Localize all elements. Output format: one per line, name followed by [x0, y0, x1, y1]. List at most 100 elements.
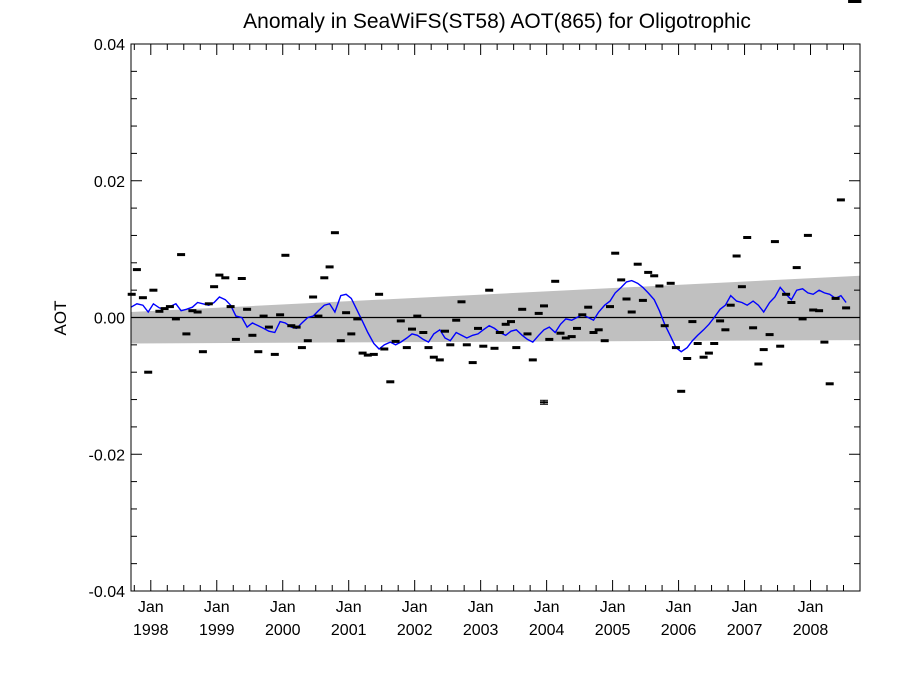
anomaly-marker: [617, 278, 626, 282]
axes-layer: -0.04 -0.02 0.00 0.02 0.04 Jan 1998 Jan 1999 Jan 2…: [89, 37, 861, 639]
chart-title: Anomaly in SeaWiFS(ST58) AOT(865) for Ol…: [243, 10, 751, 33]
anomaly-marker: [270, 352, 279, 356]
anomaly-marker: [677, 389, 686, 393]
anomaly-marker: [138, 296, 147, 300]
anomaly-marker: [479, 344, 488, 348]
anomaly-marker: [149, 288, 158, 292]
anomaly-marker: [704, 351, 713, 355]
y-tick-label: -0.04: [89, 584, 126, 601]
anomaly-marker: [182, 332, 191, 336]
anomaly-marker: [281, 253, 290, 257]
anomaly-marker: [210, 285, 219, 289]
anomaly-marker: [809, 308, 818, 312]
x-tick-label-month: Jan: [666, 599, 692, 616]
anomaly-marker: [309, 295, 318, 299]
y-axis-label: AOT: [51, 301, 70, 336]
anomaly-marker: [435, 358, 444, 362]
smoothed-series-layer: [130, 279, 847, 353]
x-tick-label-year: 2001: [331, 622, 367, 639]
x-tick-label-year: 2008: [793, 622, 829, 639]
anomaly-marker: [248, 333, 257, 337]
anomaly-marker: [144, 370, 153, 374]
anomaly-marker: [749, 326, 758, 330]
anomaly-marker: [507, 320, 515, 324]
anomaly-marker: [528, 358, 537, 362]
anomaly-marker: [759, 348, 768, 352]
anomaly-marker: [369, 352, 378, 356]
anomaly-marker: [330, 231, 339, 235]
x-tick-label-month: Jan: [270, 599, 296, 616]
x-tick-label-month: Jan: [732, 599, 758, 616]
x-tick-label-month: Jan: [138, 599, 164, 616]
anomaly-marker: [606, 305, 614, 309]
anomaly-marker: [710, 342, 719, 345]
x-tick-label-month: Jan: [336, 599, 362, 616]
anomaly-marker: [325, 265, 334, 269]
anomaly-marker: [254, 350, 263, 354]
anomaly-marker: [737, 285, 746, 289]
y-tick-label: 0.02: [94, 174, 125, 191]
anomaly-marker: [276, 313, 285, 317]
confidence-band: [131, 275, 860, 344]
anomaly-marker: [611, 251, 620, 255]
anomaly-marker: [600, 339, 609, 343]
anomaly-marker: [408, 327, 416, 331]
anomaly-marker: [523, 332, 532, 336]
x-tick-label-year: 2004: [529, 622, 565, 639]
anomaly-marker: [743, 236, 752, 239]
anomaly-marker: [787, 301, 796, 304]
anomaly-marker: [666, 281, 675, 285]
anomaly-marker: [650, 274, 659, 278]
anomaly-marker: [815, 309, 824, 313]
anomaly-marker: [490, 346, 499, 350]
x-tick-label-year: 2000: [265, 622, 301, 639]
anomaly-marker: [594, 328, 603, 332]
anomaly-marker: [243, 307, 252, 311]
anomaly-marker: [386, 380, 395, 384]
anomaly-marker: [693, 342, 702, 345]
anomaly-marker: [836, 198, 845, 202]
x-tick-label-year: 2002: [397, 622, 433, 639]
anomaly-marker: [545, 337, 554, 341]
outlier-marker: [539, 401, 548, 404]
anomaly-markers-layer: [127, 0, 862, 405]
anomaly-marker: [380, 347, 389, 351]
anomaly-marker: [842, 306, 851, 310]
anomaly-marker: [518, 307, 527, 311]
x-tick-label-month: Jan: [402, 599, 428, 616]
anomaly-marker: [155, 309, 164, 313]
anomaly-marker: [732, 254, 741, 258]
anomaly-marker: [567, 335, 576, 339]
anomaly-marker: [474, 326, 482, 330]
x-tick-label-year: 2007: [727, 622, 763, 639]
x-tick-label-month: Jan: [468, 599, 494, 616]
anomaly-marker: [551, 279, 560, 283]
anomaly-marker: [375, 292, 384, 296]
anomaly-marker: [193, 310, 202, 314]
anomaly-marker: [825, 382, 834, 386]
anomaly-marker: [688, 320, 697, 324]
anomaly-marker: [259, 314, 268, 318]
anomaly-marker: [820, 340, 829, 344]
anomaly-marker: [441, 329, 449, 333]
anomaly-marker: [831, 296, 840, 300]
anomaly-marker: [446, 343, 455, 347]
anomaly-marker: [165, 305, 174, 309]
anomaly-marker: [221, 276, 230, 280]
anomaly-marker: [578, 313, 587, 317]
anomaly-marker: [660, 324, 669, 328]
anomaly-marker: [633, 262, 642, 266]
anomaly-marker: [495, 331, 504, 334]
anomaly-marker: [396, 319, 405, 323]
anomaly-marker: [655, 284, 664, 288]
x-tick-label-year: 1998: [133, 622, 169, 639]
anomaly-marker: [638, 298, 647, 302]
anomaly-marker: [721, 328, 730, 332]
anomaly-marker: [237, 277, 246, 280]
x-tick-label-month: Jan: [798, 599, 824, 616]
anomaly-marker: [188, 309, 197, 313]
anomaly-marker: [534, 311, 543, 315]
anomaly-marker: [452, 318, 461, 322]
y-tick-label: 0.04: [94, 37, 125, 54]
